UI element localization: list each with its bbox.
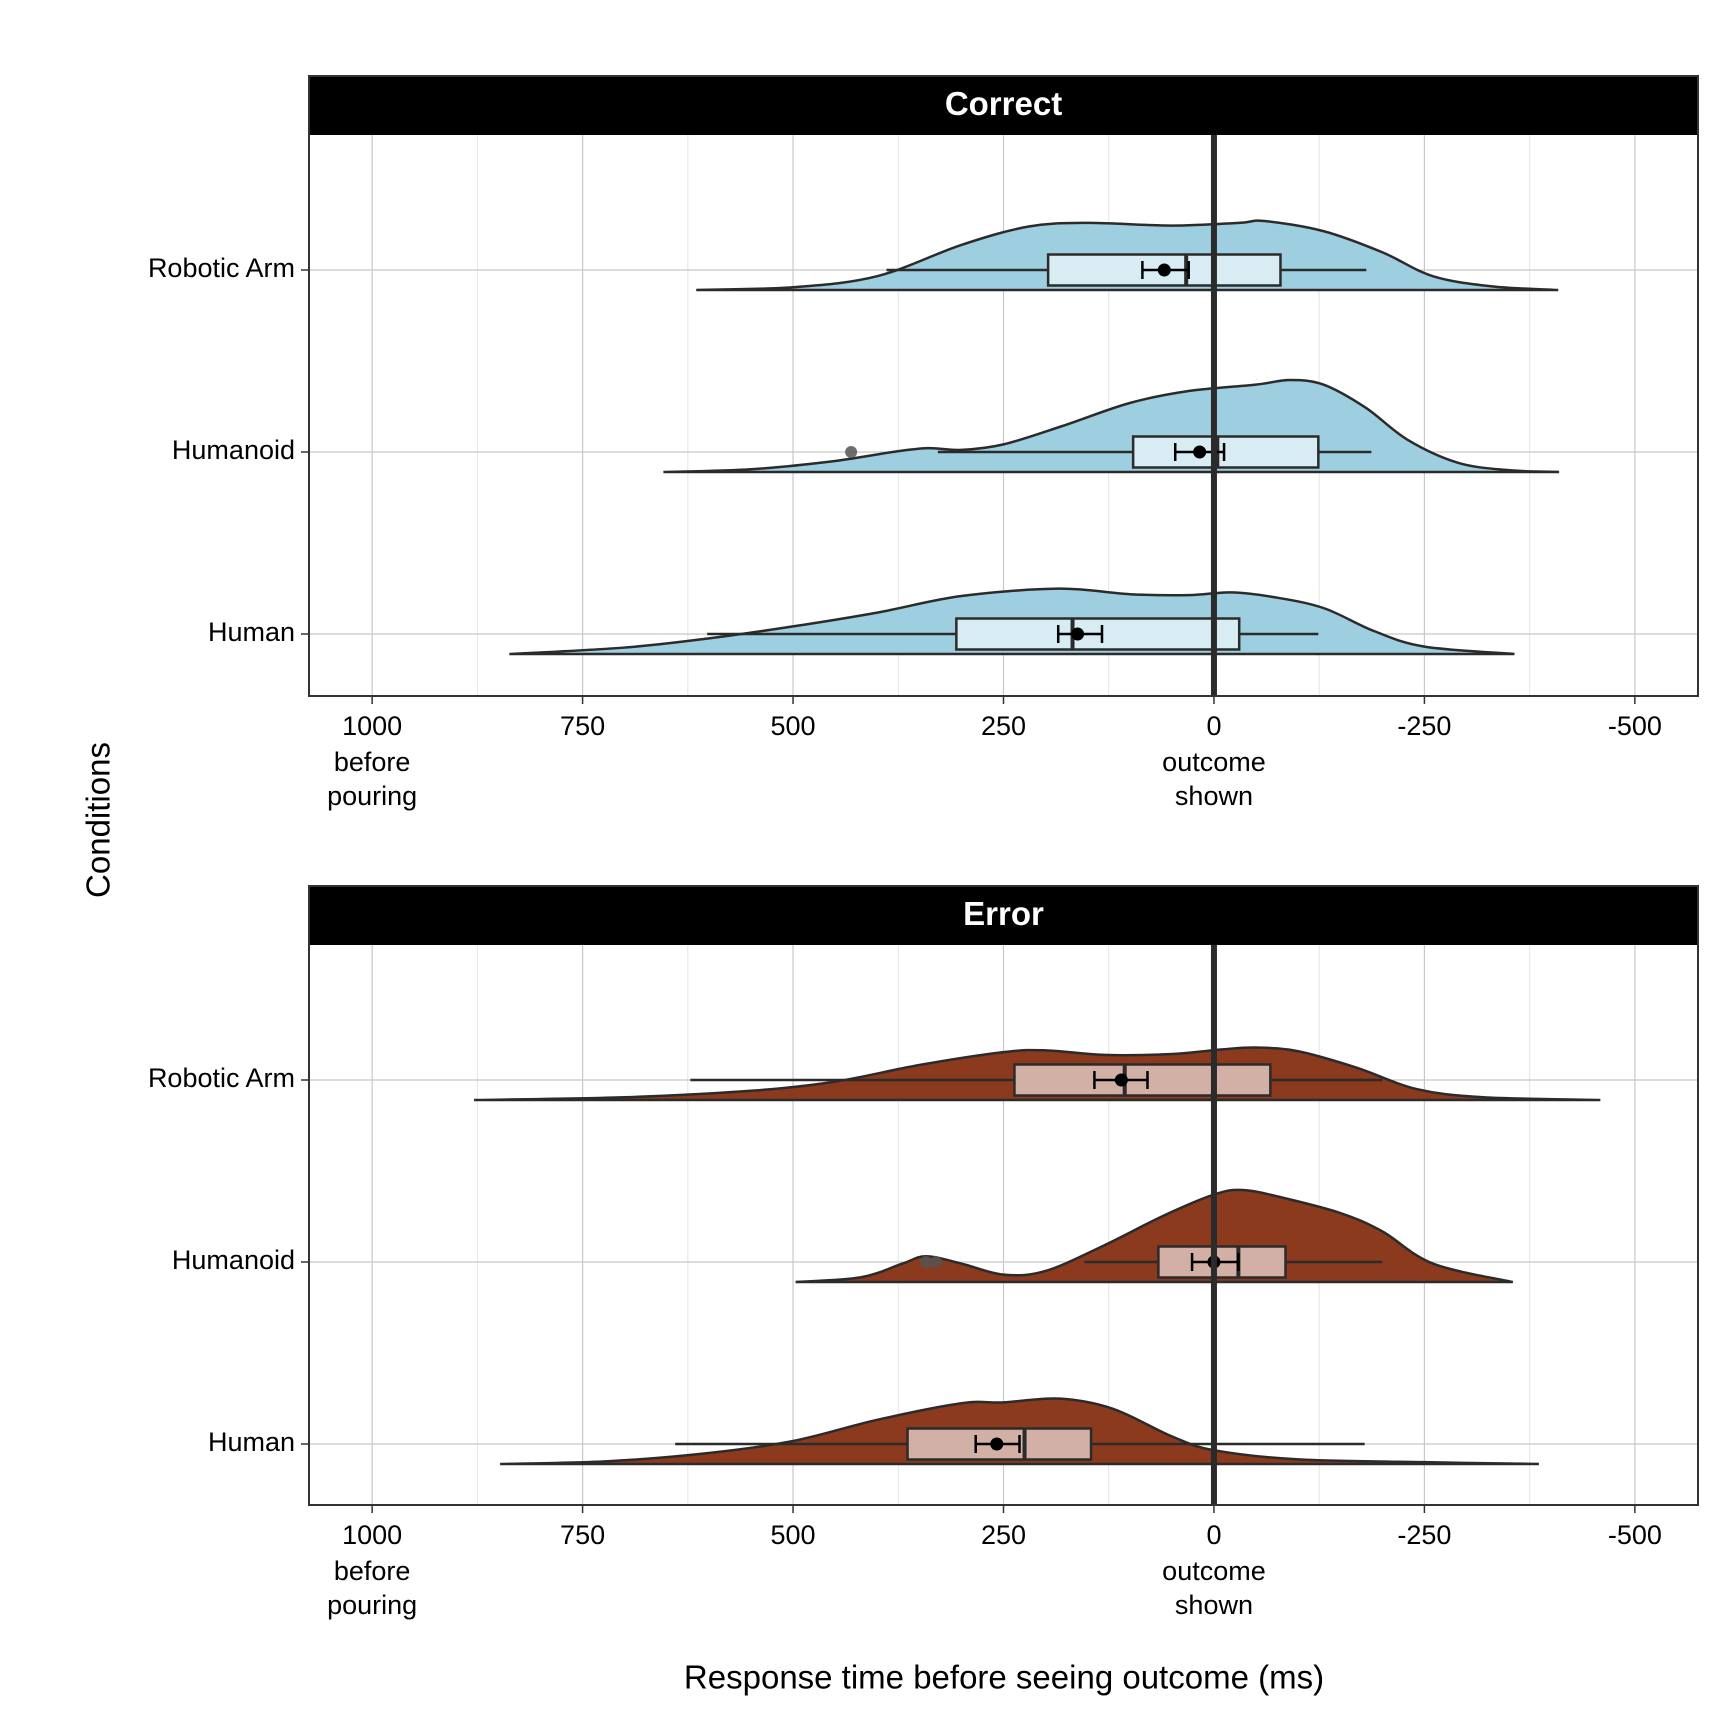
y-tick-label: Robotic Arm: [148, 1063, 295, 1093]
y-tick-label: Humanoid: [172, 1245, 295, 1275]
x-tick-label: 0: [1206, 711, 1221, 741]
x-annotation: outcome: [1162, 747, 1266, 777]
outlier: [845, 446, 858, 458]
x-tick-label: 0: [1206, 1520, 1221, 1550]
plot-border: [308, 75, 1699, 697]
box: [1131, 435, 1320, 469]
x-tick-label: 750: [560, 711, 605, 741]
mean-point: [1157, 263, 1171, 277]
x-annotation: before: [334, 1556, 411, 1586]
x-annotation: outcome: [1162, 1556, 1266, 1586]
x-tick-label: -500: [1608, 711, 1662, 741]
mean-point: [1114, 1073, 1128, 1087]
x-annotation: shown: [1175, 781, 1253, 811]
x-tick-label: 750: [560, 1520, 605, 1550]
x-tick-label: -500: [1608, 1520, 1662, 1550]
x-annotation: shown: [1175, 1590, 1253, 1620]
x-axis-title: Response time before seeing outcome (ms): [684, 1659, 1324, 1696]
y-tick-label: Human: [208, 617, 295, 647]
x-tick-label: 1000: [342, 711, 402, 741]
violin: [795, 1188, 1514, 1284]
x-annotation: before: [334, 747, 411, 777]
x-annotation: pouring: [327, 1590, 417, 1620]
mean-point: [990, 1437, 1004, 1451]
y-axis-title: Conditions: [80, 742, 117, 898]
x-tick-label: -250: [1397, 1520, 1451, 1550]
x-tick-label: 250: [981, 711, 1026, 741]
y-tick-label: Human: [208, 1427, 295, 1457]
mean-point: [1193, 445, 1207, 459]
x-tick-label: 1000: [342, 1520, 402, 1550]
x-tick-label: 250: [981, 1520, 1026, 1550]
violin: [663, 378, 1560, 474]
panel-title: Error: [963, 895, 1044, 932]
outlier: [930, 1256, 943, 1268]
x-tick-label: -250: [1397, 711, 1451, 741]
outlier: [920, 1256, 933, 1268]
mean-point: [1071, 627, 1085, 641]
y-tick-label: Robotic Arm: [148, 253, 295, 283]
x-tick-label: 500: [771, 711, 816, 741]
x-tick-label: 500: [771, 1520, 816, 1550]
y-tick-label: Humanoid: [172, 435, 295, 465]
strip: [309, 886, 1698, 945]
x-annotation: pouring: [327, 781, 417, 811]
strip: [309, 76, 1698, 135]
panel-title: Correct: [945, 85, 1062, 122]
plot-border: [308, 885, 1699, 1506]
